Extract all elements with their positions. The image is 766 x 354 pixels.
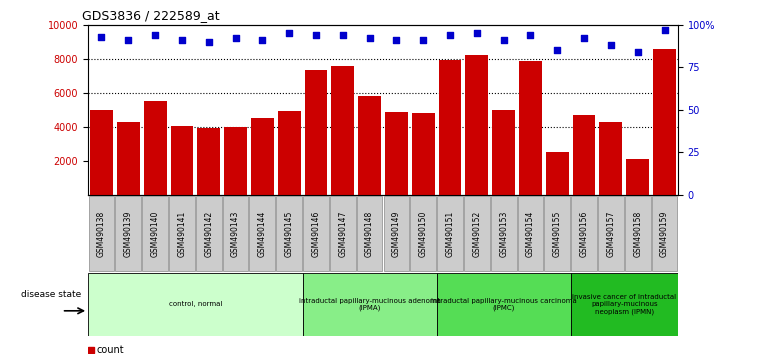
Text: GSM490154: GSM490154 bbox=[526, 210, 535, 257]
Point bbox=[256, 37, 269, 43]
Text: invasive cancer of intraductal
papillary-mucinous
neoplasm (IPMN): invasive cancer of intraductal papillary… bbox=[572, 294, 676, 315]
FancyBboxPatch shape bbox=[223, 196, 248, 271]
Text: GSM490159: GSM490159 bbox=[660, 210, 669, 257]
Point bbox=[123, 37, 135, 43]
Point bbox=[202, 39, 214, 45]
Bar bbox=[251, 118, 273, 195]
Bar bbox=[519, 61, 542, 195]
Point bbox=[336, 32, 349, 38]
Point bbox=[578, 35, 591, 41]
Point bbox=[605, 42, 617, 48]
Bar bbox=[278, 110, 300, 195]
Point bbox=[176, 37, 188, 43]
Bar bbox=[546, 152, 568, 195]
FancyBboxPatch shape bbox=[116, 196, 141, 271]
Text: GSM490150: GSM490150 bbox=[419, 210, 427, 257]
Bar bbox=[653, 48, 676, 195]
FancyBboxPatch shape bbox=[89, 196, 114, 271]
FancyBboxPatch shape bbox=[411, 196, 436, 271]
FancyBboxPatch shape bbox=[384, 196, 409, 271]
FancyBboxPatch shape bbox=[571, 196, 597, 271]
FancyBboxPatch shape bbox=[464, 196, 489, 271]
Text: disease state: disease state bbox=[21, 290, 81, 299]
Bar bbox=[412, 113, 434, 195]
Text: GSM490151: GSM490151 bbox=[446, 211, 454, 257]
FancyBboxPatch shape bbox=[303, 196, 329, 271]
Point bbox=[552, 47, 564, 53]
Point bbox=[659, 27, 671, 33]
Text: count: count bbox=[97, 345, 125, 354]
Text: GDS3836 / 222589_at: GDS3836 / 222589_at bbox=[82, 9, 220, 22]
FancyBboxPatch shape bbox=[88, 273, 303, 336]
Text: GSM490152: GSM490152 bbox=[473, 211, 481, 257]
Point bbox=[149, 32, 162, 38]
Text: GSM490138: GSM490138 bbox=[97, 211, 106, 257]
FancyBboxPatch shape bbox=[169, 196, 195, 271]
Bar bbox=[358, 96, 381, 195]
FancyBboxPatch shape bbox=[277, 196, 302, 271]
Text: GSM490148: GSM490148 bbox=[365, 211, 374, 257]
Text: GSM490155: GSM490155 bbox=[553, 210, 561, 257]
Text: intraductal papillary-mucinous carcinoma
(IPMC): intraductal papillary-mucinous carcinoma… bbox=[430, 298, 577, 311]
Text: control, normal: control, normal bbox=[169, 302, 222, 307]
FancyBboxPatch shape bbox=[437, 196, 463, 271]
Text: GSM490146: GSM490146 bbox=[312, 210, 320, 257]
FancyBboxPatch shape bbox=[491, 196, 516, 271]
Text: GSM490149: GSM490149 bbox=[392, 210, 401, 257]
Bar bbox=[466, 55, 488, 195]
Text: intraductal papillary-mucinous adenoma
(IPMA): intraductal papillary-mucinous adenoma (… bbox=[299, 298, 440, 311]
Bar bbox=[332, 67, 354, 195]
Text: GSM490139: GSM490139 bbox=[124, 210, 133, 257]
FancyBboxPatch shape bbox=[625, 196, 650, 271]
Text: GSM490153: GSM490153 bbox=[499, 210, 508, 257]
Point bbox=[417, 37, 429, 43]
Point bbox=[363, 35, 375, 41]
Text: GSM490157: GSM490157 bbox=[607, 210, 615, 257]
Point bbox=[631, 49, 643, 55]
Bar bbox=[627, 159, 649, 195]
Point bbox=[498, 37, 510, 43]
Bar bbox=[439, 61, 461, 195]
Bar bbox=[493, 110, 515, 195]
Text: GSM490145: GSM490145 bbox=[285, 210, 293, 257]
Text: GSM490141: GSM490141 bbox=[178, 211, 186, 257]
FancyBboxPatch shape bbox=[571, 273, 678, 336]
FancyBboxPatch shape bbox=[598, 196, 624, 271]
Bar bbox=[198, 129, 220, 195]
Bar bbox=[305, 70, 327, 195]
Point bbox=[444, 32, 457, 38]
Bar bbox=[224, 127, 247, 195]
Text: GSM490144: GSM490144 bbox=[258, 210, 267, 257]
Point bbox=[309, 32, 322, 38]
Bar bbox=[385, 112, 408, 195]
FancyBboxPatch shape bbox=[330, 196, 355, 271]
FancyBboxPatch shape bbox=[545, 196, 570, 271]
FancyBboxPatch shape bbox=[303, 273, 437, 336]
Bar bbox=[144, 101, 166, 195]
FancyBboxPatch shape bbox=[142, 196, 168, 271]
Bar bbox=[90, 110, 113, 195]
Point bbox=[283, 30, 295, 36]
Text: GSM490140: GSM490140 bbox=[151, 210, 159, 257]
FancyBboxPatch shape bbox=[357, 196, 382, 271]
FancyBboxPatch shape bbox=[518, 196, 543, 271]
FancyBboxPatch shape bbox=[437, 273, 571, 336]
Point bbox=[230, 35, 242, 41]
Bar bbox=[117, 122, 139, 195]
FancyBboxPatch shape bbox=[250, 196, 275, 271]
Point bbox=[524, 32, 536, 38]
Text: GSM490142: GSM490142 bbox=[205, 211, 213, 257]
FancyBboxPatch shape bbox=[196, 196, 221, 271]
Text: GSM490158: GSM490158 bbox=[633, 211, 642, 257]
Point bbox=[390, 37, 403, 43]
Text: GSM490156: GSM490156 bbox=[580, 210, 588, 257]
Bar bbox=[600, 122, 622, 195]
Text: GSM490147: GSM490147 bbox=[339, 210, 347, 257]
Point bbox=[95, 34, 107, 40]
Bar bbox=[171, 126, 193, 195]
Text: GSM490143: GSM490143 bbox=[231, 210, 240, 257]
Bar bbox=[573, 115, 595, 195]
FancyBboxPatch shape bbox=[652, 196, 677, 271]
Point bbox=[470, 30, 483, 36]
